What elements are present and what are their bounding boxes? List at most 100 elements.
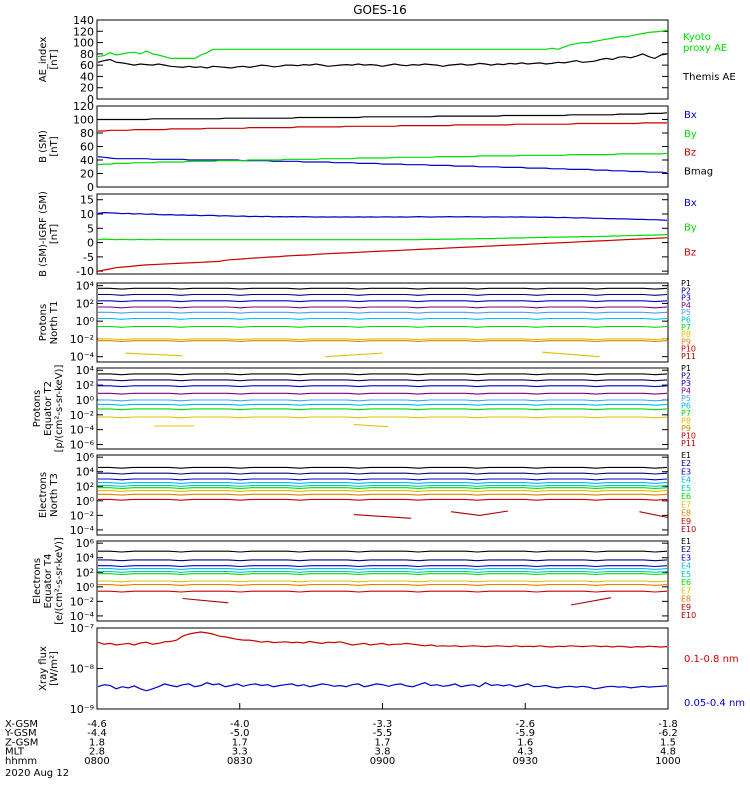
channel-line-e5 — [98, 570, 668, 573]
y-tick-label: 10⁻⁴ — [70, 524, 95, 537]
y-axis-label: B (SM) — [38, 130, 49, 163]
legend-label: E10 — [681, 525, 696, 534]
legend-label: Bx — [684, 110, 697, 121]
legend-label: P2 — [681, 286, 691, 295]
date-label: 2020 Aug 12 — [5, 768, 69, 779]
legend-label: P8 — [681, 330, 691, 339]
y-tick-label: 10² — [76, 379, 94, 392]
y-tick-label: -5 — [83, 251, 94, 264]
channel-line-p1 — [98, 373, 668, 376]
legend-label: P9 — [681, 424, 691, 433]
channel-fragment — [450, 510, 509, 516]
legend-label: E9 — [681, 517, 691, 526]
legend-label: 0.1-0.8 nm — [684, 654, 739, 665]
ephemeris-value: 4.3 — [517, 747, 533, 758]
y-tick-label: 10⁻⁴ — [70, 610, 95, 623]
legend-label: By — [684, 223, 697, 234]
y-tick-label: 10⁻² — [70, 595, 94, 608]
ephemeris-value: -5.0 — [230, 728, 250, 739]
legend-label: P8 — [681, 417, 691, 426]
legend-label: P5 — [681, 394, 691, 403]
y-tick-label: 10⁻⁹ — [70, 703, 94, 716]
legend-label: P4 — [681, 387, 691, 396]
y-tick-label: 10⁴ — [76, 466, 95, 479]
y-tick-label: 60 — [80, 59, 94, 72]
series-line-bmag — [98, 112, 668, 121]
ephemeris-value: 1.6 — [517, 737, 533, 748]
legend-label: P6 — [681, 402, 691, 411]
legend-label: Themis AE — [682, 72, 736, 83]
channel-line-e9 — [98, 590, 668, 593]
y-tick-label: 0 — [87, 93, 94, 106]
series-line-0-05-0-4-nm — [97, 682, 668, 692]
ephemeris-row-label: X-GSM — [5, 719, 38, 730]
channel-line-p1 — [98, 287, 668, 290]
panel-frame — [96, 193, 669, 275]
channel-line-p5 — [98, 399, 668, 402]
legend-label: E8 — [681, 509, 691, 518]
legend-label: E4 — [681, 562, 691, 571]
legend-label: E2 — [681, 545, 691, 554]
y-axis-label: B (SM)-IGRF (SM) — [38, 191, 49, 277]
y-axis-label: Equator T2 — [43, 381, 54, 436]
channel-fragment — [639, 511, 669, 519]
ephemeris-value: -2.6 — [515, 719, 535, 730]
y-tick-label: 10² — [76, 297, 94, 310]
legend-label: P1 — [681, 279, 691, 288]
y-axis-label: Electrons — [38, 472, 49, 518]
legend-label: By — [684, 129, 697, 140]
y-axis-label: [nT] — [49, 224, 60, 244]
ephemeris-value: -5.5 — [373, 728, 393, 739]
legend-label: E1 — [681, 451, 691, 460]
y-axis-label: [nT] — [49, 136, 60, 156]
y-tick-label: -10 — [76, 265, 94, 278]
y-tick-label: 80 — [80, 48, 94, 61]
panel-xray: 10⁻⁹ 10⁻⁸ 10⁻⁷ Xray flux [W/m²] 0.1-0.8 nm 0.0… — [38, 622, 745, 716]
y-tick-label: 10⁰ — [76, 581, 95, 594]
y-axis-label: [e/(cm²-s-sr-keV)] — [54, 537, 65, 625]
y-axis-label: [nT] — [49, 49, 60, 69]
channel-line-p4 — [98, 306, 668, 309]
y-tick-label: 10⁻² — [70, 509, 94, 522]
y-tick-label: 5 — [87, 222, 94, 235]
channel-fragment — [570, 597, 611, 606]
y-axis-label: Electrons — [32, 558, 43, 604]
series-line-kyoto-proxy-ae — [97, 29, 668, 60]
y-tick-label: 10 — [80, 208, 94, 221]
ephemeris-row-label: MLT — [5, 747, 25, 758]
ephemeris-value: -1.8 — [658, 719, 678, 730]
channel-line-e6 — [98, 573, 668, 576]
ephemeris-value: 4.8 — [660, 747, 676, 758]
legend-label: E9 — [681, 603, 691, 612]
legend-label: 0.05-0.4 nm — [684, 698, 745, 709]
y-axis-label: AE_index — [38, 37, 49, 83]
y-tick-label: 100 — [73, 37, 94, 50]
ephemeris-value: 1.8 — [89, 737, 105, 748]
y-axis-label: Protons — [32, 390, 43, 427]
legend-label: E5 — [681, 570, 691, 579]
legend-label: P5 — [681, 308, 691, 317]
legend-label: E4 — [681, 476, 691, 485]
legend-label: E10 — [681, 611, 696, 620]
y-tick-label: 10⁰ — [76, 495, 95, 508]
channel-line-p8 — [98, 416, 668, 419]
legend-label: P11 — [681, 352, 696, 361]
legend-label: P1 — [681, 364, 691, 373]
legend-label: P9 — [681, 337, 691, 346]
legend-label: E6 — [681, 578, 691, 587]
panel-frame — [96, 105, 669, 188]
y-tick-label: 10⁻⁴ — [70, 351, 95, 364]
ephemeris-value: 0900 — [370, 756, 395, 767]
channel-line-e8 — [98, 584, 668, 586]
series-line-bz — [98, 122, 667, 132]
y-tick-label: 0 — [87, 181, 94, 194]
channel-line-p2 — [98, 379, 668, 382]
y-tick-label: 60 — [80, 141, 94, 154]
legend-label: P10 — [681, 345, 696, 354]
channel-line-e2 — [98, 472, 668, 475]
y-tick-label: 10⁻⁶ — [70, 439, 95, 452]
channel-fragment — [325, 352, 383, 358]
